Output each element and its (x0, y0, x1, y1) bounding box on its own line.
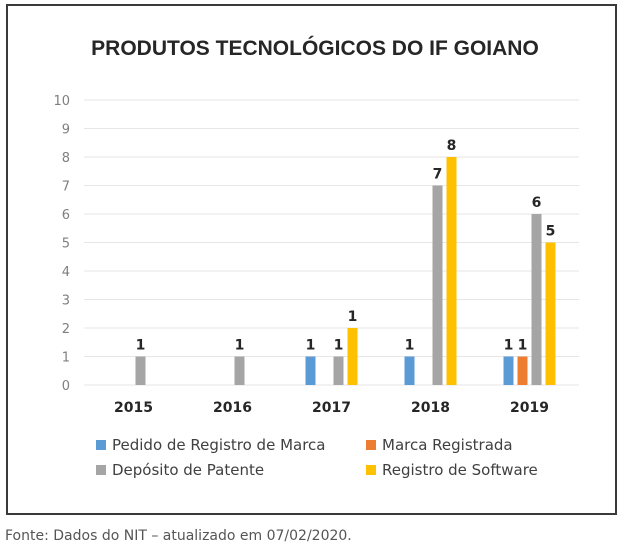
bar (432, 185, 443, 385)
data-label: 7 (433, 167, 443, 183)
legend-label: Depósito de Patente (112, 461, 264, 479)
legend-item: Depósito de Patente (96, 461, 264, 479)
bar (517, 356, 528, 385)
y-axis-ticks: 0 1 2 3 4 5 6 7 8 9 10 (53, 94, 70, 394)
legend-swatch (96, 465, 106, 475)
bar (234, 356, 245, 385)
legend-swatch (366, 440, 376, 450)
chart-title: PRODUTOS TECNOLÓGICOS DO IF GOIANO (91, 36, 539, 60)
source-caption: Fonte: Dados do NIT – atualizado em 07/0… (5, 528, 352, 544)
bar (531, 214, 542, 385)
y-tick-label: 1 (62, 351, 70, 366)
bar (545, 242, 556, 385)
y-tick-label: 0 (62, 379, 70, 394)
legend-swatch (366, 465, 376, 475)
y-tick-label: 5 (62, 237, 70, 252)
y-tick-label: 6 (62, 208, 70, 223)
bar (503, 356, 514, 385)
data-label: 1 (348, 309, 358, 325)
data-label: 8 (447, 138, 457, 154)
y-tick-label: 7 (62, 180, 70, 195)
data-label: 1 (518, 338, 528, 354)
x-tick-label: 2019 (510, 400, 549, 416)
x-tick-label: 2015 (114, 400, 153, 416)
y-tick-label: 9 (62, 123, 70, 138)
bars (135, 157, 556, 385)
x-tick-label: 2017 (312, 400, 351, 416)
legend-label: Marca Registrada (382, 436, 513, 454)
data-label: 1 (405, 338, 415, 354)
legend-item: Marca Registrada (366, 436, 513, 454)
data-label: 1 (504, 338, 514, 354)
data-label: 1 (235, 338, 245, 354)
data-label: 6 (532, 195, 542, 211)
legend-label: Pedido de Registro de Marca (112, 436, 326, 454)
legend: Pedido de Registro de Marca Marca Registr… (96, 436, 538, 479)
y-tick-label: 10 (53, 94, 70, 109)
chart-frame: PRODUTOS TECNOLÓGICOS DO IF GOIANO 0 1 2 3 4… (6, 4, 617, 515)
x-axis-ticks: 2015 2016 2017 2018 2019 (114, 400, 549, 416)
y-tick-label: 8 (62, 151, 70, 166)
bar-chart: PRODUTOS TECNOLÓGICOS DO IF GOIANO 0 1 2 3 4… (53, 36, 579, 479)
bar (305, 356, 316, 385)
x-tick-label: 2018 (411, 400, 450, 416)
y-tick-label: 3 (62, 294, 70, 309)
legend-label: Registro de Software (382, 461, 538, 479)
y-tick-label: 4 (62, 265, 70, 280)
data-label: 1 (306, 338, 316, 354)
bar (446, 157, 457, 385)
x-tick-label: 2016 (213, 400, 252, 416)
gridlines (84, 99, 579, 386)
data-label: 5 (546, 224, 556, 240)
data-label: 1 (136, 338, 146, 354)
y-tick-label: 2 (62, 322, 70, 337)
bar (135, 356, 146, 385)
legend-item: Registro de Software (366, 461, 538, 479)
bar (347, 328, 358, 385)
legend-swatch (96, 440, 106, 450)
bar (333, 356, 344, 385)
legend-item: Pedido de Registro de Marca (96, 436, 326, 454)
bar (404, 356, 415, 385)
data-label: 1 (334, 338, 344, 354)
